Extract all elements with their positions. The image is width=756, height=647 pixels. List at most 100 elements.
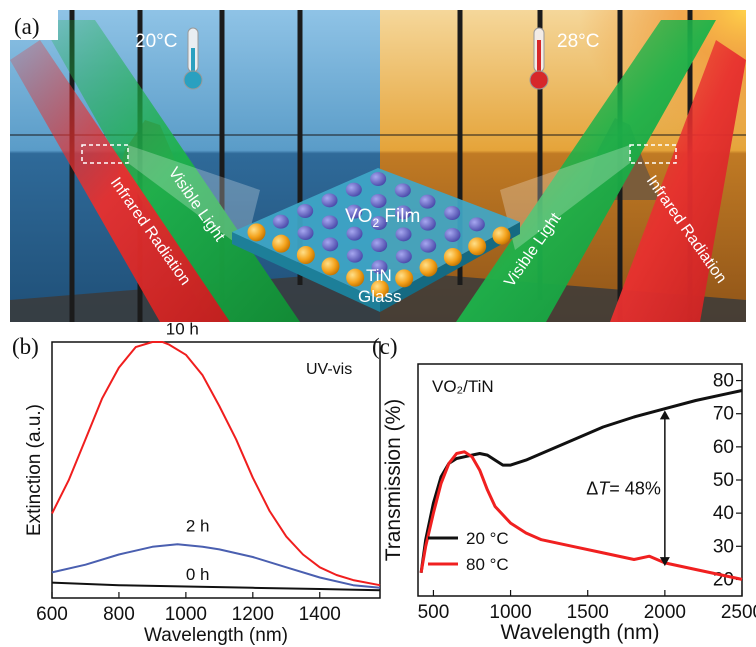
delta-arrow-head-up: [659, 410, 670, 420]
tin-particle: [419, 258, 438, 277]
y-tick-label: 80: [713, 371, 734, 392]
vo2-particle: [468, 217, 485, 232]
tin-particle: [272, 234, 291, 253]
temp-hot-label: 28°C: [557, 31, 599, 52]
panel-c-label: (c): [372, 334, 398, 359]
vo2-particle: [346, 204, 363, 219]
chart-annotation: UV-vis: [306, 361, 352, 378]
chart-b: 600 800 1000 1200 1400 Wavelength (nm) Extinct…: [12, 319, 381, 646]
vo2-film-vo: VO: [345, 206, 372, 227]
vo2-particle: [395, 249, 412, 264]
vo2-particle: [297, 226, 314, 240]
series-line-80-c: [419, 450, 743, 581]
vo2-particle: [321, 193, 338, 208]
chart-annotation: VO₂/TiN: [432, 377, 494, 396]
vo2-particle: [420, 238, 437, 253]
series-line-2-h: [51, 543, 381, 589]
y-axis-label: Transmission (%): [382, 399, 405, 562]
x-tick-label: 2000: [644, 602, 686, 623]
vo2-film-label: VO2 Film: [345, 206, 420, 230]
vo2-particle: [297, 204, 314, 218]
x-axis-label: Wavelength (nm): [144, 625, 288, 646]
y-axis-label: Extinction (a.u.): [24, 404, 45, 536]
x-axis-label: Wavelength (nm): [500, 621, 659, 644]
series-line-10-h: [51, 341, 381, 587]
vo2-particle: [394, 183, 411, 198]
vo2-particle: [419, 216, 436, 231]
vo2-particle: [346, 248, 363, 263]
x-tick-label: 1500: [567, 602, 609, 623]
vo2-film-sub: 2: [372, 216, 379, 230]
delta-value: = 48%: [609, 478, 661, 498]
tin-particle: [296, 246, 315, 264]
series-label: 10 h: [166, 319, 199, 338]
tin-particle: [370, 280, 389, 298]
vo2-particle: [395, 227, 412, 242]
tin-particle: [247, 223, 266, 242]
tin-particle: [395, 269, 414, 288]
plot-frame: [51, 341, 381, 599]
x-tick-label: 1400: [299, 604, 341, 625]
panel-a-illustration: 20°C 28°C VO2 Film TiN Glass Visible Lig…: [10, 10, 746, 322]
tin-particle: [492, 226, 511, 245]
tin-particle: [443, 248, 462, 266]
x-tick-label: 2500: [721, 602, 756, 623]
delta-arrow-head-down: [659, 557, 670, 567]
x-tick-label: 1200: [232, 604, 274, 625]
vo2-particle: [371, 238, 388, 252]
thermometer-hot-icon: [529, 27, 549, 90]
series-label: 0 h: [186, 565, 210, 584]
zoom-box-left: [81, 144, 129, 164]
glass-slab-side: [232, 232, 380, 312]
tin-label: TiN: [366, 266, 392, 285]
x-tick-label: 600: [36, 604, 68, 625]
zoom-rays-right: [500, 145, 630, 250]
visible-light-beam-right: [456, 20, 716, 322]
temp-cold-label: 20°C: [135, 31, 177, 52]
y-tick-label: 30: [713, 536, 734, 557]
series-label: 2 h: [186, 516, 210, 535]
visible-light-beam-left: [40, 20, 300, 322]
nanoparticles: [247, 172, 511, 298]
film-top: [232, 168, 520, 300]
delta-t-label: ΔT= 48%: [586, 478, 661, 498]
x-tick-label: 800: [103, 604, 135, 625]
delta-t-italic: T: [598, 478, 611, 498]
glass-label: Glass: [358, 287, 401, 306]
tin-particle: [346, 268, 365, 287]
vo2-particle: [321, 215, 338, 230]
vo2-particle: [370, 216, 387, 230]
chart-c: 500100015002000250020304050607080Wavelen…: [372, 334, 756, 644]
zoom-rays-left: [128, 145, 260, 250]
vo2-film-suffix: Film: [379, 206, 420, 227]
vo2-particle: [272, 214, 289, 229]
y-tick-label: 70: [713, 404, 734, 425]
vo2-tin-film-stack: [232, 168, 520, 312]
tin-particle: [468, 237, 487, 256]
tin-particle: [321, 257, 340, 276]
panel-b-label: (b): [12, 334, 39, 359]
panel-a-label-bg: [10, 10, 58, 40]
vo2-particle: [346, 226, 363, 241]
zoom-box-right: [629, 144, 677, 164]
vo2-particle: [322, 237, 339, 252]
y-tick-label: 40: [713, 503, 734, 524]
vo2-particle: [444, 206, 461, 220]
vo2-particle: [370, 172, 387, 186]
infrared-beam-right: [610, 40, 746, 322]
vo2-particle: [419, 194, 436, 209]
thermometer-cold-icon: [183, 27, 203, 90]
legend-label: 80 °C: [466, 555, 509, 574]
infrared-beam-left: [10, 40, 230, 322]
vo2-particle: [444, 228, 461, 242]
x-tick-label: 500: [418, 602, 450, 623]
vo2-particle: [395, 205, 412, 220]
series-line-0-h: [51, 581, 381, 592]
legend-label: 20 °C: [466, 529, 509, 548]
vo2-particle: [345, 182, 362, 197]
panel-a-label: (a): [14, 14, 40, 39]
vo2-particle: [370, 194, 387, 208]
x-tick-label: 1000: [489, 602, 531, 623]
vo2-particle: [371, 260, 388, 274]
